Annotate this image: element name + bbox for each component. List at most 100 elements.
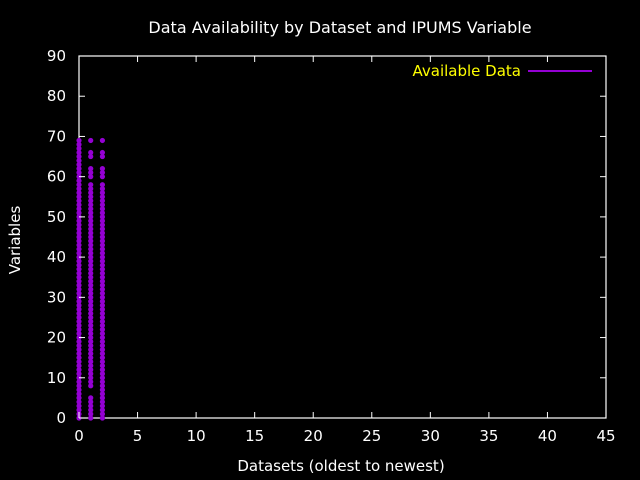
- data-point: [76, 343, 82, 349]
- data-point: [99, 230, 106, 236]
- data-point: [99, 274, 106, 280]
- data-point: [88, 278, 94, 284]
- data-point: [76, 170, 82, 176]
- data-point: [99, 166, 106, 172]
- data-point: [99, 282, 106, 288]
- data-point: [99, 153, 106, 160]
- data-point: [99, 387, 106, 393]
- data-point: [88, 322, 94, 329]
- legend-label: Available Data: [413, 62, 521, 80]
- data-point: [76, 234, 82, 240]
- data-point: [88, 415, 94, 421]
- data-point: [99, 137, 106, 144]
- data-point: [99, 391, 106, 397]
- plot-frame: [78, 55, 607, 419]
- data-point: [88, 174, 94, 180]
- data-point: [76, 137, 82, 144]
- data-point: [99, 202, 106, 208]
- data-point: [99, 407, 106, 413]
- data-point: [88, 367, 94, 373]
- data-point: [88, 351, 94, 357]
- data-point: [99, 306, 106, 312]
- data-point: [88, 258, 94, 264]
- data-point: [76, 363, 82, 369]
- data-point: [88, 282, 94, 288]
- data-point: [99, 270, 106, 276]
- data-point: [88, 359, 94, 365]
- data-point: [88, 137, 94, 144]
- data-point: [88, 238, 94, 244]
- data-point: [76, 190, 82, 196]
- data-point: [99, 298, 106, 304]
- data-point: [88, 234, 94, 240]
- data-point: [88, 246, 94, 252]
- data-point: [99, 198, 106, 204]
- data-point: [99, 403, 106, 409]
- x-tick-label: 15: [245, 427, 264, 445]
- data-point: [99, 234, 106, 240]
- x-tick-label: 40: [538, 427, 557, 445]
- data-point: [76, 391, 82, 397]
- data-point: [76, 149, 82, 156]
- y-tick-label: 0: [56, 409, 66, 427]
- data-point: [88, 375, 94, 381]
- data-point: [99, 258, 106, 264]
- data-point: [99, 242, 106, 248]
- data-point: [88, 363, 94, 369]
- data-point: [88, 274, 94, 280]
- data-point: [99, 363, 106, 369]
- data-point: [88, 198, 94, 204]
- data-point: [88, 310, 94, 317]
- data-point: [76, 153, 82, 160]
- data-point: [88, 343, 94, 349]
- chart-title: Data Availability by Dataset and IPUMS V…: [148, 18, 531, 37]
- data-point: [99, 347, 106, 353]
- data-point: [88, 326, 94, 333]
- data-point: [99, 355, 106, 361]
- data-point: [76, 218, 82, 224]
- data-point: [76, 322, 82, 329]
- data-point: [88, 294, 94, 300]
- data-point: [88, 383, 94, 389]
- y-tick-label: 50: [47, 208, 66, 226]
- data-point: [88, 218, 94, 224]
- x-tick-label: 25: [362, 427, 381, 445]
- data-point: [76, 178, 82, 184]
- data-point: [88, 399, 94, 405]
- data-point: [99, 250, 106, 256]
- x-tick-label: 20: [304, 427, 323, 445]
- y-axis-label: Variables: [6, 206, 24, 275]
- data-point: [99, 266, 106, 272]
- data-point: [76, 274, 82, 280]
- data-point: [99, 314, 106, 321]
- data-point: [99, 326, 106, 333]
- x-axis-ticks: 0 5 10 15 20 25 30 35 40 45: [74, 56, 616, 445]
- data-point: [99, 246, 106, 252]
- y-axis-ticks: 0 10 20 30 40 50 60 70 80 90: [47, 47, 606, 427]
- data-point: [99, 278, 106, 284]
- data-point: [88, 395, 94, 401]
- data-point: [76, 347, 82, 353]
- data-point: [76, 186, 82, 192]
- data-point: [76, 407, 82, 413]
- data-point: [76, 314, 82, 321]
- data-point: [76, 278, 82, 284]
- data-point: [99, 399, 106, 405]
- data-point: [76, 351, 82, 357]
- data-point: [76, 226, 82, 232]
- data-point: [88, 202, 94, 208]
- data-point: [76, 302, 82, 308]
- data-point: [99, 174, 106, 180]
- data-point: [76, 250, 82, 256]
- data-point: [88, 371, 94, 377]
- data-point: [88, 270, 94, 276]
- data-point: [88, 222, 94, 228]
- data-point: [99, 383, 106, 389]
- data-point: [88, 379, 94, 385]
- data-point: [76, 399, 82, 405]
- data-point: [88, 153, 94, 160]
- data-columns: [76, 137, 106, 421]
- data-point: [76, 318, 82, 325]
- data-point: [76, 238, 82, 244]
